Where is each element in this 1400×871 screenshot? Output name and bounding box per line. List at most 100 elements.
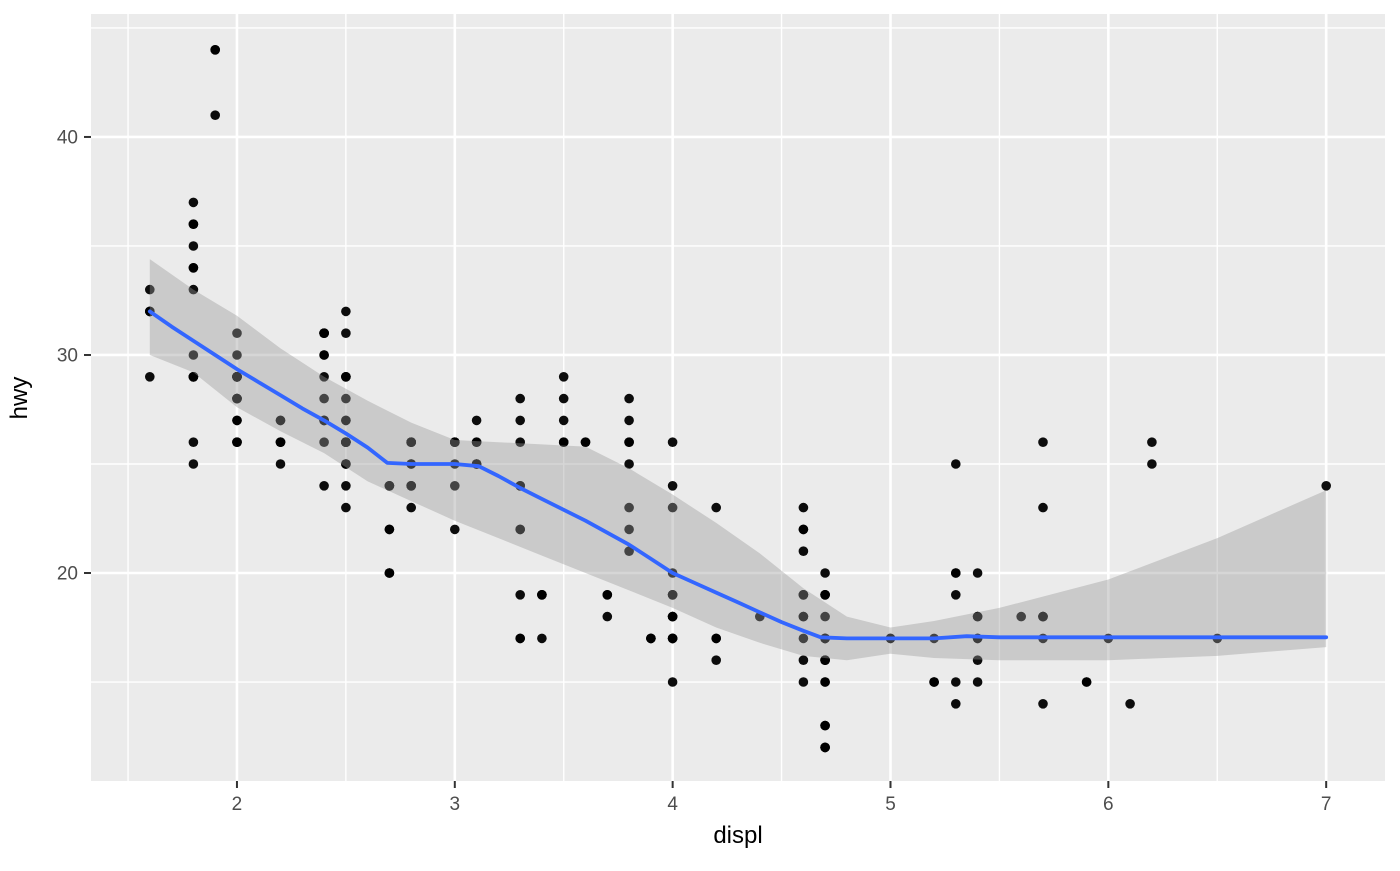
x-tick-label: 4 xyxy=(667,794,678,815)
data-point xyxy=(711,502,721,513)
data-point xyxy=(210,110,220,120)
data-point xyxy=(450,524,460,535)
data-point xyxy=(319,350,329,360)
data-point xyxy=(188,241,199,251)
data-point xyxy=(624,437,634,448)
data-point xyxy=(711,633,721,644)
data-point xyxy=(341,393,351,404)
data-point xyxy=(515,524,525,535)
data-point xyxy=(951,677,961,687)
data-point xyxy=(319,393,329,404)
data-point xyxy=(471,415,482,426)
data-point xyxy=(820,611,830,622)
data-point xyxy=(341,437,351,448)
data-point xyxy=(667,611,678,622)
data-point xyxy=(558,372,569,382)
data-point xyxy=(450,437,460,448)
data-point xyxy=(188,372,199,382)
data-point xyxy=(929,677,939,687)
data-point xyxy=(798,611,809,622)
data-point xyxy=(624,524,634,535)
x-tick-label: 2 xyxy=(232,794,243,815)
data-point xyxy=(820,568,830,578)
data-point xyxy=(188,350,199,360)
data-point xyxy=(188,437,199,448)
data-point xyxy=(145,372,155,382)
y-tick-label: 30 xyxy=(57,345,78,366)
data-point xyxy=(820,742,830,753)
data-point xyxy=(406,502,417,513)
data-point xyxy=(341,372,351,382)
y-tick-label: 40 xyxy=(57,127,78,148)
data-point xyxy=(972,611,983,622)
data-point xyxy=(188,459,199,469)
data-point xyxy=(341,459,351,469)
data-point xyxy=(624,502,634,513)
data-point xyxy=(341,481,351,491)
data-point xyxy=(972,677,983,687)
data-point xyxy=(537,633,547,644)
data-point xyxy=(1147,459,1157,469)
data-point xyxy=(580,437,591,448)
data-point xyxy=(341,306,351,317)
data-point xyxy=(406,437,417,448)
data-point xyxy=(558,393,569,404)
data-point xyxy=(515,590,525,600)
data-point xyxy=(667,677,678,687)
data-point xyxy=(537,590,547,600)
data-point xyxy=(1038,437,1048,448)
data-point xyxy=(624,546,634,556)
data-point xyxy=(820,590,830,600)
data-point xyxy=(232,372,242,382)
data-point xyxy=(406,481,417,491)
data-point xyxy=(798,677,809,687)
data-point xyxy=(232,350,242,360)
data-point xyxy=(275,459,286,469)
data-point xyxy=(1038,611,1048,622)
data-point xyxy=(515,633,525,644)
x-axis-title: displ xyxy=(713,822,762,849)
data-point xyxy=(667,502,678,513)
data-point xyxy=(820,655,830,665)
data-point xyxy=(798,524,809,535)
data-point xyxy=(341,502,351,513)
data-point xyxy=(820,720,830,731)
data-point xyxy=(319,437,329,448)
data-point xyxy=(384,524,395,535)
data-point xyxy=(471,437,482,448)
data-point xyxy=(798,633,809,644)
data-point xyxy=(667,481,678,491)
data-point xyxy=(319,481,329,491)
data-point xyxy=(515,415,525,426)
data-point xyxy=(232,437,242,448)
data-point xyxy=(1038,699,1048,709)
data-point xyxy=(341,415,351,426)
x-tick-label: 6 xyxy=(1103,794,1114,815)
data-point xyxy=(667,437,678,448)
data-point xyxy=(384,481,395,491)
data-point xyxy=(232,415,242,426)
data-point xyxy=(951,699,961,709)
y-axis-title: hwy xyxy=(6,377,33,420)
data-point xyxy=(275,415,286,426)
data-point xyxy=(798,546,809,556)
data-point xyxy=(951,568,961,578)
data-point xyxy=(667,633,678,644)
data-point xyxy=(1147,437,1157,448)
data-point xyxy=(798,590,809,600)
data-point xyxy=(515,437,525,448)
data-point xyxy=(188,284,199,295)
data-point xyxy=(319,372,329,382)
data-point xyxy=(711,655,721,665)
data-point xyxy=(232,328,242,339)
data-point xyxy=(820,677,830,687)
data-point xyxy=(972,568,983,578)
y-tick-label: 20 xyxy=(57,564,78,585)
data-point xyxy=(188,219,199,229)
data-point xyxy=(1038,502,1048,513)
x-tick-label: 7 xyxy=(1321,794,1332,815)
data-point xyxy=(646,633,656,644)
data-point xyxy=(951,590,961,600)
